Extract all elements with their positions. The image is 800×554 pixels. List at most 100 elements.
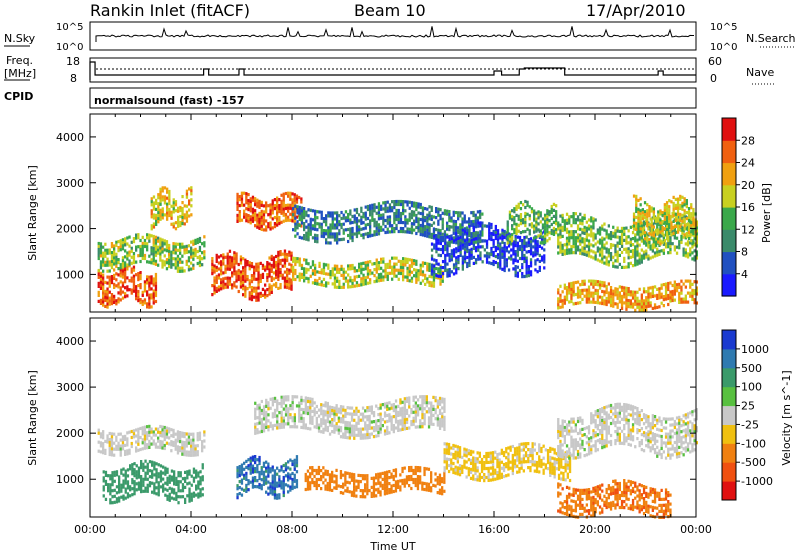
echo-band <box>443 442 572 483</box>
echo-band <box>236 455 299 500</box>
colorbar-tick-label: -100 <box>741 437 766 450</box>
echo-band <box>236 191 303 232</box>
y-tick-label: 4000 <box>56 131 84 144</box>
echo-band <box>292 199 484 245</box>
colorbar-tick-label: -25 <box>741 418 759 431</box>
echo-band <box>430 221 546 279</box>
nsky-label: N.Sky <box>4 32 36 45</box>
velocity-colorbar: 1000 500 100 25 -25 -100 -500 -1000 <box>721 329 773 501</box>
colorbar-tick-label: 4 <box>741 268 748 281</box>
nsky-tick-low: 10^0 <box>56 42 83 53</box>
power-colorbar: 4 8 12 16 20 24 28 <box>721 117 755 297</box>
freq-tick-low: 8 <box>70 72 77 85</box>
colorbar-segment <box>722 330 736 350</box>
colorbar-tick-label: 12 <box>741 223 755 236</box>
y-tick-label: 4000 <box>56 335 84 348</box>
x-tick-label: 00:00 <box>680 523 712 536</box>
y-tick-label: 3000 <box>56 177 84 190</box>
freq-unit-label: [MHz] <box>4 67 36 80</box>
echo-band <box>102 459 204 505</box>
echo-band <box>304 465 446 499</box>
colorbar-segment <box>722 405 736 425</box>
x-tick-label: 20:00 <box>579 523 611 536</box>
echo-band <box>557 479 672 519</box>
colorbar-tick-label: -500 <box>741 456 766 469</box>
power-y-ticks: 1000 2000 3000 4000 <box>56 131 696 281</box>
colorbar-tick-label: 28 <box>741 134 755 147</box>
echo-band <box>557 402 698 460</box>
x-tick-label: 16:00 <box>478 523 510 536</box>
y-tick-label: 1000 <box>56 268 84 281</box>
nsky-tick-high: 10^5 <box>56 22 83 33</box>
cpid-text: normalsound (fast) -157 <box>94 94 244 107</box>
colorbar-tick-label: 500 <box>741 362 762 375</box>
power-panel: 1000 2000 3000 4000 Slant Range [km] 4 8 12 16… <box>26 113 773 313</box>
colorbar-segment <box>722 481 736 501</box>
power-y-axis-label: Slant Range [km] <box>26 165 39 261</box>
cpid-strip: CPID normalsound (fast) -157 <box>4 87 697 109</box>
colorbar-tick-label: 24 <box>741 157 755 170</box>
x-tick-label: 04:00 <box>175 523 207 536</box>
colorbar-segment <box>722 424 736 444</box>
date-title: 17/Apr/2010 <box>586 1 686 20</box>
colorbar-tick-label: 100 <box>741 381 762 394</box>
beam-title: Beam 10 <box>354 1 426 20</box>
y-tick-label: 3000 <box>56 381 84 394</box>
colorbar-segment <box>722 207 736 230</box>
nsearch-label: N.Search <box>746 32 796 45</box>
echo-band <box>557 279 698 312</box>
nsearch-tick-low: 10^0 <box>710 42 737 53</box>
colorbar-segment <box>722 184 736 208</box>
x-tick-label: 08:00 <box>276 523 308 536</box>
x-tick-label: 12:00 <box>377 523 409 536</box>
colorbar-tick-label: 20 <box>741 179 755 192</box>
colorbar-tick-label: 1000 <box>741 343 769 356</box>
colorbar-segment <box>722 162 736 186</box>
nave-tick-low: 0 <box>710 72 717 85</box>
echo-band <box>97 233 206 273</box>
colorbar-segment <box>722 348 736 369</box>
colorbar-segment <box>722 367 736 388</box>
colorbar-segment <box>722 251 736 275</box>
echo-band <box>506 199 558 245</box>
power-colorbar-label: Power [dB] <box>760 183 773 243</box>
colorbar-segment <box>722 443 736 463</box>
colorbar-tick-label: 16 <box>741 201 755 214</box>
nave-tick-high: 60 <box>708 55 722 68</box>
colorbar-segment <box>722 229 736 253</box>
y-tick-label: 1000 <box>56 473 84 486</box>
velocity-y-ticks: 1000 2000 3000 4000 <box>56 335 696 486</box>
echo-band <box>292 256 444 289</box>
x-axis-label: Time UT <box>369 540 415 553</box>
freq-label: Freq. <box>6 54 33 67</box>
nsky-trace <box>95 26 694 42</box>
nsearch-tick-high: 10^5 <box>710 22 737 33</box>
echo-band <box>150 186 193 231</box>
station-title: Rankin Inlet (fitACF) <box>90 1 250 20</box>
velocity-colorbar-label: Velocity [m s^-1] <box>780 370 793 465</box>
colorbar-segment <box>722 118 736 141</box>
colorbar-tick-label: 25 <box>741 400 755 413</box>
velocity-x-ticks: 00:00 04:00 08:00 12:00 16:00 20:00 00:00 <box>74 318 712 536</box>
colorbar-tick-label: -1000 <box>741 475 773 488</box>
echo-band <box>97 424 206 457</box>
colorbar-segment <box>722 386 736 407</box>
colorbar-segment <box>722 462 736 482</box>
freq-tick-high: 18 <box>66 55 80 68</box>
echo-band <box>632 194 697 247</box>
velocity-panel: 1000 2000 3000 4000 00:00 04:00 08:00 12:00 16:… <box>26 317 793 536</box>
power-echo-bands <box>97 186 698 312</box>
freq-strip: Freq. [MHz] 18 8 60 0 Nave <box>4 54 776 85</box>
power-x-ticks <box>89 114 697 312</box>
echo-band <box>211 249 293 302</box>
echo-band <box>254 395 446 440</box>
cpid-label: CPID <box>4 90 33 103</box>
y-tick-label: 2000 <box>56 427 84 440</box>
nsky-strip: N.Sky 10^5 10^0 10^5 10^0 N.Search <box>4 21 796 53</box>
colorbar-segment <box>722 273 736 297</box>
freq-trace <box>89 61 696 80</box>
y-tick-label: 2000 <box>56 223 84 236</box>
velocity-y-axis-label: Slant Range [km] <box>26 370 39 466</box>
nave-label: Nave <box>746 66 774 79</box>
